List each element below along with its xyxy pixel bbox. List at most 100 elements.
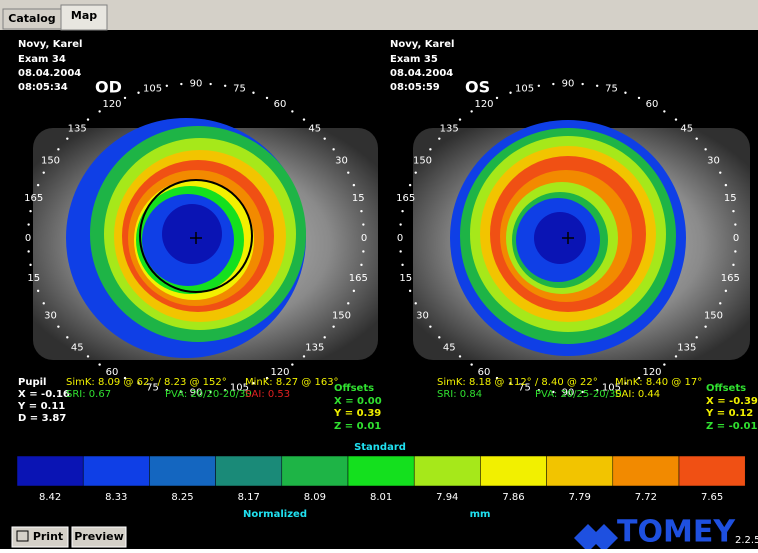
tab-label[interactable]: Catalog <box>8 12 55 25</box>
scale-label: 7.94 <box>436 492 458 503</box>
ring-label: 165 <box>396 193 415 204</box>
patient-name: Novy, Karel <box>18 39 82 50</box>
scale-cell <box>547 456 613 486</box>
ring-label: 135 <box>305 342 324 353</box>
ring-dot <box>347 302 349 304</box>
scale-label: 8.25 <box>171 492 193 503</box>
ring-dot <box>409 184 411 186</box>
time: 08:05:34 <box>18 82 68 93</box>
print-label[interactable]: Print <box>33 530 63 543</box>
ring-label: 15 <box>399 273 412 284</box>
mink: MinK: 8.40 @ 17° <box>615 377 702 388</box>
ring-dot <box>624 92 626 94</box>
ring-label: 120 <box>102 99 121 110</box>
preview-label[interactable]: Preview <box>74 530 124 543</box>
ring-dot <box>496 97 498 99</box>
ring-dot <box>137 92 139 94</box>
ring-label: 135 <box>677 342 696 353</box>
ring-dot <box>362 223 364 225</box>
tab-label[interactable]: Map <box>71 9 97 22</box>
ring-dot <box>415 302 417 304</box>
eye-side: OD <box>95 78 122 97</box>
ring-label: 135 <box>440 124 459 135</box>
scale-label: 7.79 <box>569 492 591 503</box>
ring-label: 150 <box>332 310 351 321</box>
scale-unit: mm <box>470 509 491 520</box>
scale-cell <box>480 456 546 486</box>
scale-cell <box>83 456 149 486</box>
ring-dot <box>732 264 734 266</box>
ring-dot <box>399 250 401 252</box>
ring-dot <box>66 336 68 338</box>
ring-label: 45 <box>71 342 84 353</box>
ring-dot <box>675 118 677 120</box>
ring-label: 45 <box>443 342 456 353</box>
ring-dot <box>675 355 677 357</box>
date: 08.04.2004 <box>390 68 453 79</box>
ring-label: 105 <box>515 84 534 95</box>
ring-dot <box>429 148 431 150</box>
scale-cell <box>679 456 745 486</box>
ring-dot <box>695 336 697 338</box>
ring-dot <box>353 290 355 292</box>
ring-label: 0 <box>361 233 367 244</box>
ring-dot <box>438 336 440 338</box>
ring-dot <box>663 110 665 112</box>
scale-title: Standard <box>354 442 406 453</box>
scale-label: 7.65 <box>701 492 723 503</box>
ring-dot <box>596 85 598 87</box>
ring-dot <box>323 137 325 139</box>
ring-label: 30 <box>335 156 348 167</box>
ring-dot <box>29 210 31 212</box>
offsets-title: Offsets <box>334 383 374 394</box>
scale-cell <box>149 456 215 486</box>
ring-label: 90 <box>562 78 575 89</box>
ring-dot <box>734 250 736 252</box>
ring-label: 30 <box>44 310 57 321</box>
ring-dot <box>29 264 31 266</box>
version: 2.2.5 <box>735 535 758 546</box>
ring-dot <box>353 184 355 186</box>
ring-dot <box>459 118 461 120</box>
ring-label: 165 <box>349 273 368 284</box>
ring-label: 75 <box>605 84 618 95</box>
pva: PVA: 20/25-20/30 <box>535 389 622 400</box>
ring-dot <box>209 83 211 85</box>
ring-dot <box>98 110 100 112</box>
mink: MinK: 8.27 @ 163° <box>245 377 339 388</box>
ring-dot <box>37 184 39 186</box>
ring-dot <box>360 210 362 212</box>
ring-dot <box>470 363 472 365</box>
ring-dot <box>719 302 721 304</box>
simk: SimK: 8.09 @ 62° / 8.23 @ 152° <box>66 377 227 388</box>
sai: SAI: 0.44 <box>615 389 660 400</box>
sai: SAI: 0.53 <box>245 389 290 400</box>
date: 08.04.2004 <box>18 68 81 79</box>
tab-bar <box>0 0 758 30</box>
ring-dot <box>638 97 640 99</box>
ring-dot <box>429 325 431 327</box>
ring-dot <box>43 302 45 304</box>
sri: SRI: 0.67 <box>66 389 111 400</box>
scale-cell <box>282 456 348 486</box>
offset-x: X = 0.00 <box>334 396 382 407</box>
ring-label: 60 <box>274 99 287 110</box>
ring-dot <box>323 336 325 338</box>
pupil-y: Y = 0.11 <box>17 401 65 412</box>
scale-label: 8.42 <box>39 492 61 503</box>
screen: Catalog Map 0 15 30 45 60 75 90 105 120 135 150 165… <box>0 0 758 549</box>
ring-label: 105 <box>143 84 162 95</box>
scale-cell <box>613 456 679 486</box>
pva: PVA: 20/20-20/30 <box>165 389 252 400</box>
ring-label: 30 <box>416 310 429 321</box>
ring-label: 15 <box>352 193 365 204</box>
ring-label: 165 <box>721 273 740 284</box>
ring-dot <box>538 85 540 87</box>
ring-dot <box>98 363 100 365</box>
ring-dot <box>704 148 706 150</box>
ring-dot <box>224 85 226 87</box>
offset-x: X = -0.39 <box>706 396 758 407</box>
ring-dot <box>43 171 45 173</box>
topography-ring <box>534 212 586 264</box>
offset-y: Y = 0.39 <box>333 408 381 419</box>
